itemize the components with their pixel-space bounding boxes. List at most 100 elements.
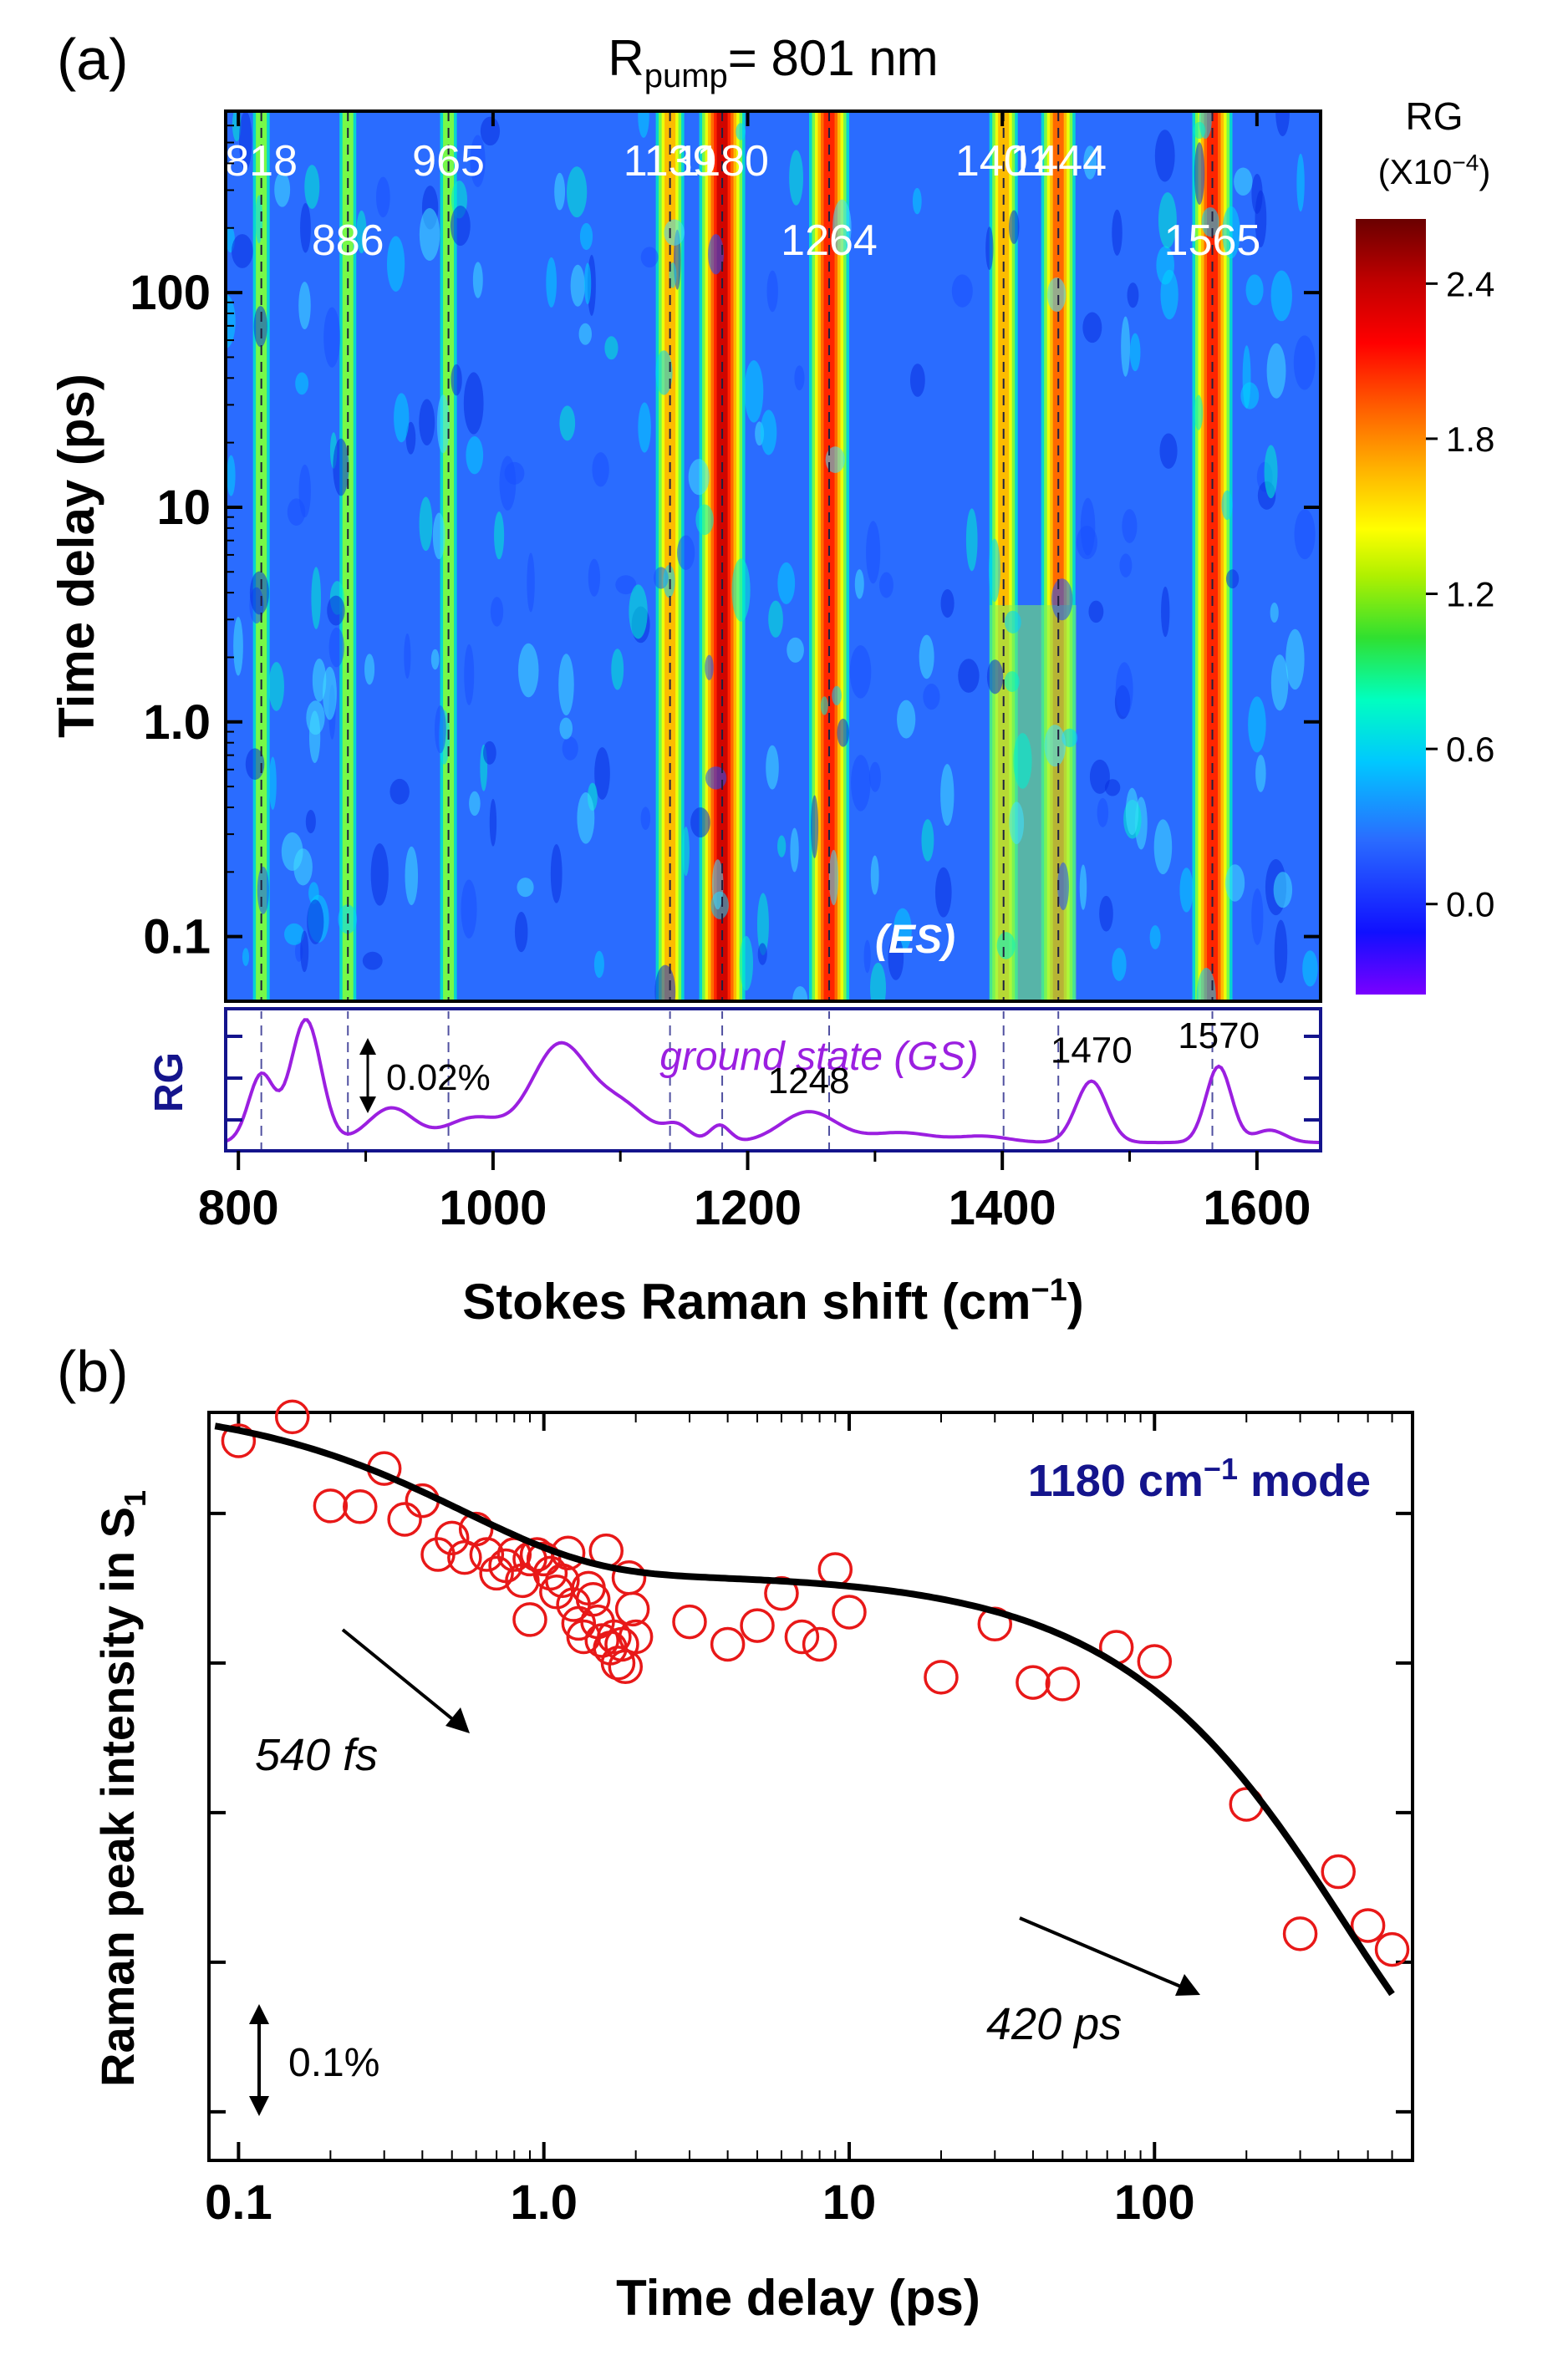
heat-texture-blob (711, 859, 724, 910)
heatmap-x-label: Stokes Raman shift (cm−1) (462, 1273, 1084, 1330)
gs-peak-label-1248: 1248 (768, 1061, 850, 1102)
heat-texture-blob (705, 766, 727, 790)
scatter-x-tick-label: 10 (822, 2175, 877, 2230)
heat-texture-blob (919, 634, 934, 679)
heat-texture-blob (1125, 787, 1139, 836)
heat-texture-blob (517, 878, 534, 898)
heat-texture-blob (766, 270, 778, 313)
scatter-point (1045, 1666, 1081, 1702)
heat-texture-blob (1129, 333, 1141, 372)
heat-texture-blob (951, 274, 973, 308)
scatter-point (1374, 1931, 1410, 1967)
heat-texture-blob (1159, 433, 1178, 469)
heat-texture-blob (744, 360, 764, 423)
heat-texture-blob (268, 662, 285, 711)
heat-texture-blob (386, 236, 405, 292)
heat-texture-blob (1013, 733, 1032, 789)
heat-texture-blob (464, 644, 475, 705)
heat-texture-blob (527, 552, 535, 613)
heat-texture-blob (578, 323, 592, 345)
heat-texture-blob (405, 846, 419, 906)
scatter-point (1350, 1908, 1386, 1943)
heatmap-x-label-sup: −1 (1031, 1273, 1067, 1308)
heat-texture-blob (731, 558, 751, 622)
heatmap-x-axis: 800 1000 1200 1400 1600 (198, 111, 1311, 1235)
scatter-point (1282, 1916, 1318, 1951)
heatmap-x-tick-label: 1000 (439, 1181, 547, 1235)
heat-texture-blob (757, 943, 767, 965)
heat-texture-blob (669, 262, 677, 288)
heat-texture-blob (640, 806, 651, 831)
heat-texture-blob (245, 748, 265, 781)
heat-texture-blob (559, 405, 576, 441)
heatmap (226, 111, 1321, 1001)
scatter-y-label: Raman peak intensity in S1 (91, 1490, 152, 2087)
scatter-point (1137, 1644, 1173, 1679)
heat-band-1139-level-3 (664, 111, 676, 1001)
heat-texture-blob (1196, 967, 1216, 1001)
heat-band-965-level-1 (443, 111, 455, 1001)
scatter-point (764, 1575, 799, 1611)
heatmap-frame (224, 109, 1322, 1003)
heat-texture-blob (1088, 600, 1104, 623)
heat-texture-blob (1082, 312, 1102, 343)
heat-texture-blob (370, 843, 389, 906)
fast-decay-label: 540 fs (255, 1730, 378, 1780)
colorbar-unit-sup: −4 (1452, 150, 1479, 176)
heat-texture-blob (940, 588, 955, 618)
heat-texture-blob (870, 855, 879, 895)
heatmap-x-tick-label: 1200 (694, 1181, 802, 1235)
heat-texture-blob (988, 538, 1000, 603)
heat-texture-blob (736, 123, 746, 140)
es-mode-label-1264: 1264 (781, 216, 878, 265)
heat-texture-blob (238, 111, 252, 170)
heat-texture-blob (604, 336, 619, 360)
heat-texture-blob (227, 455, 236, 496)
heat-texture-blob (909, 364, 925, 397)
heat-texture-blob (394, 393, 410, 443)
heat-texture-blob (677, 535, 695, 571)
heat-texture-blob (364, 654, 375, 685)
heat-texture-blob (1119, 553, 1133, 577)
heat-texture-blob (1004, 610, 1021, 633)
heatmap-y-label: Time delay (ps) (48, 374, 104, 738)
heat-texture-blob (419, 208, 440, 262)
heat-texture-blob (226, 294, 236, 349)
heat-texture-blob (1121, 316, 1131, 377)
scatter-point (802, 1626, 837, 1662)
es-label: (ES) (875, 918, 955, 962)
heat-texture-blob (792, 986, 808, 1001)
heat-texture-blob (1057, 862, 1069, 911)
heat-texture-blob (1251, 888, 1264, 945)
heat-texture-blob (1264, 445, 1278, 499)
heat-texture-blob (638, 402, 651, 453)
heat-band-1565-level-5 (1207, 111, 1219, 1001)
scatter-point (505, 1563, 540, 1599)
heatmap-y-tick-label: 0.1 (143, 910, 211, 964)
heat-texture-blob (588, 558, 601, 597)
heat-texture-blob (472, 262, 483, 298)
heat-texture-blob (790, 827, 799, 873)
heat-texture-blob (870, 962, 887, 1001)
scatter-point (740, 1608, 775, 1643)
gs-peak-label-1570: 1570 (1178, 1015, 1260, 1056)
gs-peak-label-1470: 1470 (1051, 1030, 1133, 1071)
scatter-point (597, 1619, 632, 1655)
scatter-point (387, 1502, 422, 1537)
scatter-x-tick-label: 100 (1114, 2175, 1195, 2230)
heat-texture-blob (789, 150, 804, 206)
heat-texture-blob (274, 171, 291, 207)
heat-texture-blob (832, 685, 842, 705)
heatmap-y-axis: 0.1 1.0 10 100 (130, 110, 1321, 964)
heat-texture-blob (583, 262, 592, 305)
scatter-point (672, 1604, 707, 1640)
heat-texture-blob (268, 756, 277, 810)
heat-texture-blob (494, 511, 505, 560)
scatter-point (614, 1591, 650, 1627)
heat-texture-blob (611, 649, 624, 690)
heat-texture-blob (1251, 173, 1263, 214)
heat-texture-blob (469, 791, 481, 817)
heat-texture-blob (1273, 872, 1293, 908)
heat-texture-blob (1201, 206, 1219, 237)
heat-texture-blob (233, 617, 243, 676)
